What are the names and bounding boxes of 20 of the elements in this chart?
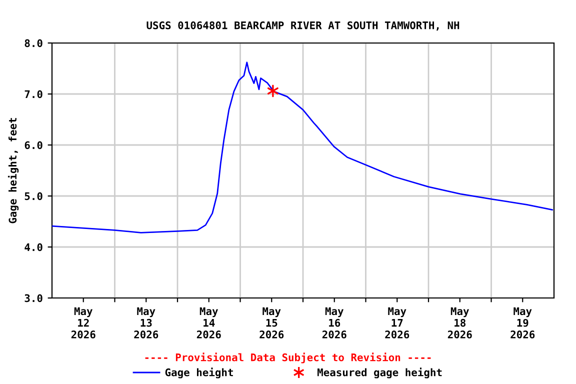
x-tick-label: May 14 2026 [196,307,221,338]
y-tick-label: 4.0 [24,243,42,252]
y-tick-label: 5.0 [24,192,42,200]
x-tick-label: May 16 2026 [322,307,346,338]
legend-label: Gage height [165,368,233,378]
y-tick-label: 8.0 [24,39,42,48]
y-axis-title: Gage height, feet [8,118,19,224]
y-tick-label: 6.0 [24,141,42,150]
text: ---- Provisional Data Subject to Revision ---- [145,352,431,364]
x-tick-label: May 15 2026 [260,307,284,338]
y-tick-label: 7.0 [24,90,42,98]
line-series [52,62,553,234]
x-tick-label: May 13 2026 [134,307,158,338]
x-tick-label: May 19 2026 [510,307,535,338]
x-tick-label: May 17 2026 [385,307,410,338]
legend-label: Measured gage height [318,368,442,378]
y-tick-label: 3.0 [24,294,42,302]
x-tick-label: May 18 2026 [448,307,472,338]
x-tick-label: May 12 2026 [71,307,96,338]
chart-title: USGS 01064801 BEARCAMP RIVER AT SOUTH TAMWORTH, NH [146,21,460,31]
